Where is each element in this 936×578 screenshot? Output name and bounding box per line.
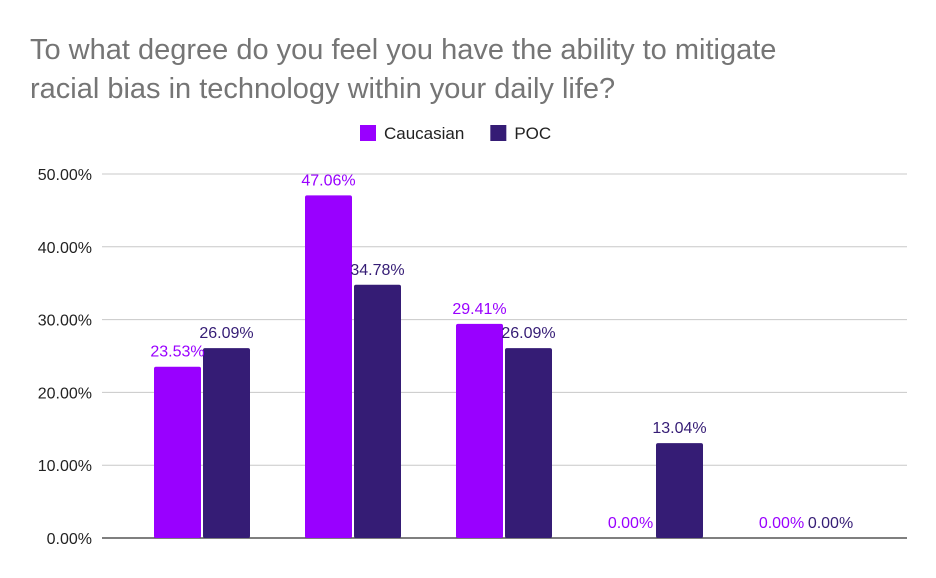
bar-caucasian-1 xyxy=(154,366,201,538)
data-label-caucasian-1: 23.53% xyxy=(150,344,204,361)
legend-swatch-caucasian xyxy=(360,125,376,141)
bar-poc-4 xyxy=(656,443,703,538)
y-tick-label: 40.00% xyxy=(38,240,92,257)
bar-poc-1 xyxy=(203,348,250,538)
data-labels: 23.53% 26.09% 47.06% 34.78% 29.41% 26.09% 0.00… xyxy=(150,172,853,532)
chart-title-line-2: racial bias in technology within your da… xyxy=(30,73,616,105)
bar-poc-3 xyxy=(505,348,552,538)
y-tick-label: 30.00% xyxy=(38,313,92,330)
y-tick-label: 20.00% xyxy=(38,385,92,402)
legend-swatch-poc xyxy=(490,125,507,141)
data-label-caucasian-4: 0.00% xyxy=(608,515,653,532)
bar-caucasian-2 xyxy=(305,195,352,538)
y-tick-label: 10.00% xyxy=(38,458,92,475)
y-tick-label: 0.00% xyxy=(47,531,92,548)
bar-caucasian-3 xyxy=(456,323,503,538)
chart-title-line-1: To what degree do you feel you have the … xyxy=(30,34,777,66)
y-tick-label: 50.00% xyxy=(38,167,92,184)
data-label-poc-2: 34.78% xyxy=(350,262,404,279)
data-label-caucasian-2: 47.06% xyxy=(301,172,355,189)
data-label-poc-1: 26.09% xyxy=(199,325,253,342)
y-axis: 0.00% 10.00% 20.00% 30.00% 40.00% 50.00% xyxy=(38,167,92,548)
legend-label-poc: POC xyxy=(514,124,551,143)
data-label-caucasian-5: 0.00% xyxy=(759,515,804,532)
chart-legend: Caucasian POC xyxy=(360,124,551,143)
legend-label-caucasian: Caucasian xyxy=(384,124,464,143)
chart-bars xyxy=(154,195,703,538)
data-label-poc-4: 13.04% xyxy=(652,420,706,437)
data-label-poc-3: 26.09% xyxy=(501,325,555,342)
data-label-caucasian-3: 29.41% xyxy=(452,301,506,318)
bar-poc-2 xyxy=(354,284,401,538)
data-label-poc-5: 0.00% xyxy=(808,515,853,532)
chart-title: To what degree do you feel you have the … xyxy=(30,31,910,109)
